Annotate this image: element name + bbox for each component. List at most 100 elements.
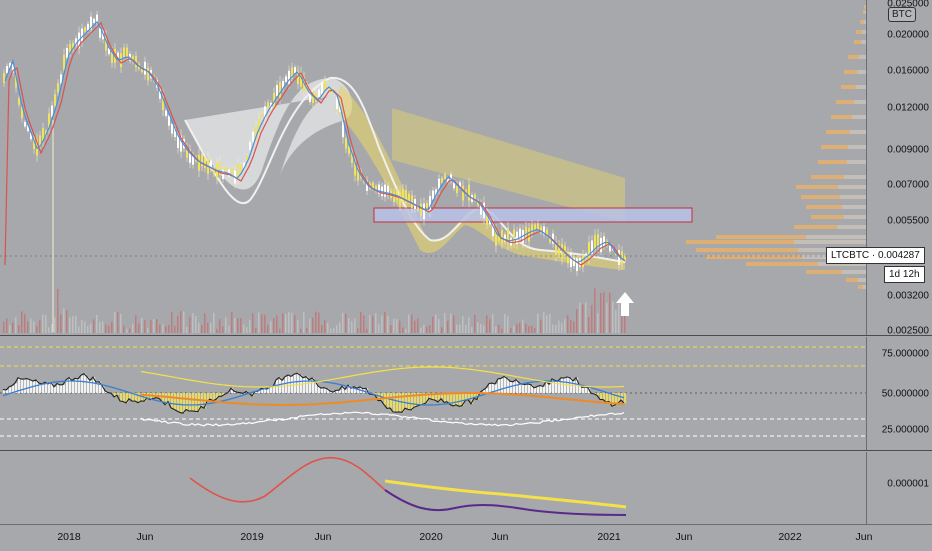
candle-body — [204, 158, 206, 168]
candle-body — [276, 85, 278, 96]
volume-bar — [315, 312, 317, 333]
volume-bar — [348, 318, 350, 333]
candle-body — [252, 132, 254, 142]
candle-body — [81, 29, 83, 42]
osc-hist-bar — [600, 393, 602, 399]
volume-bar — [387, 316, 389, 333]
volume-bar — [171, 312, 173, 333]
symbol-price-tag: LTCBTC · 0.004287 — [826, 247, 925, 264]
volume-bar — [123, 326, 125, 333]
volume-bar — [216, 329, 218, 333]
volume-bar — [279, 329, 281, 333]
volume-bar — [165, 326, 167, 333]
volume-bar — [72, 316, 74, 333]
volume-bar — [75, 316, 77, 333]
price-axis-label: 0.009000 — [887, 145, 929, 156]
osc-hist-bar — [21, 379, 23, 393]
volume-bar — [267, 325, 269, 333]
volume-bar — [522, 320, 524, 333]
volume-bar — [258, 312, 260, 333]
volume-bar — [417, 318, 419, 333]
price-chart-canvas[interactable] — [0, 0, 866, 335]
price-axis-label: 0.012000 — [887, 103, 929, 114]
bar-countdown: 1d 12h — [884, 266, 925, 283]
volume-profile-bar-inner — [806, 235, 866, 239]
candle-body — [384, 185, 386, 197]
volume-bar — [108, 326, 110, 333]
volume-bar — [243, 324, 245, 333]
osc-hist-bar — [555, 380, 557, 393]
volume-bar — [342, 313, 344, 333]
volume-bar — [435, 315, 437, 333]
volume-bar — [543, 312, 545, 333]
volume-bar — [189, 317, 191, 333]
volume-profile-bar-inner — [844, 215, 866, 219]
candle-body — [99, 28, 101, 37]
volume-bar — [81, 320, 83, 333]
volume-profile-bar-inner — [848, 145, 866, 149]
volume-bar — [99, 322, 101, 333]
candle-body — [198, 155, 200, 171]
osc-axis-label: 25.000000 — [882, 425, 929, 436]
osc-hist-bar — [81, 375, 83, 393]
volume-bar — [579, 302, 581, 333]
volume-bar — [333, 328, 335, 333]
volume-bar — [330, 329, 332, 333]
sub-axis-label: 0.000001 — [887, 479, 929, 490]
volume-bar — [432, 317, 434, 333]
volume-bar — [603, 292, 605, 333]
osc-hist-bar — [120, 393, 122, 401]
volume-bar — [318, 313, 320, 333]
volume-bar — [567, 315, 569, 333]
time-axis-label: 2022 — [778, 531, 801, 543]
osc-hist-bar — [549, 384, 551, 393]
oscillator-axis[interactable]: 75.000000 50.000000 25.000000 — [866, 337, 932, 450]
candle-body — [345, 138, 347, 149]
volume-bar — [201, 325, 203, 333]
volume-bar — [504, 314, 506, 333]
volume-bar — [462, 316, 464, 333]
candle-body — [126, 48, 128, 58]
volume-bar — [492, 314, 494, 333]
volume-bar — [57, 289, 59, 333]
volume-bar — [396, 319, 398, 333]
osc-hist-bar — [171, 393, 173, 408]
volume-bar — [363, 315, 365, 333]
volume-bar — [585, 302, 587, 333]
sub-indicator-axis[interactable]: 0.000001 — [866, 452, 932, 524]
volume-profile-bar-inner — [852, 115, 866, 119]
volume-bar — [513, 326, 515, 333]
price-chart-pane[interactable] — [0, 0, 866, 335]
volume-bar — [135, 315, 137, 333]
osc-hist-bar — [273, 387, 275, 393]
price-axis[interactable]: 0.025000 0.020000 0.016000 0.012000 0.00… — [866, 0, 932, 335]
volume-bar — [534, 328, 536, 333]
volume-bar — [510, 328, 512, 333]
sub-indicator-pane[interactable] — [0, 452, 866, 524]
candle-body — [249, 142, 251, 150]
volume-bar — [300, 329, 302, 333]
volume-bar — [519, 323, 521, 333]
price-axis-label: 0.020000 — [887, 30, 929, 41]
volume-profile-bar-inner — [842, 270, 866, 274]
candle-body — [24, 122, 26, 127]
volume-bar — [255, 328, 257, 333]
volume-bar — [468, 317, 470, 333]
osc-hist-bar — [189, 393, 191, 411]
volume-bar — [126, 329, 128, 333]
volume-profile-bar-inner — [837, 225, 866, 229]
volume-bar — [378, 324, 380, 333]
oscillator-pane[interactable] — [0, 337, 866, 450]
volume-bar — [273, 318, 275, 333]
volume-bar — [321, 325, 323, 333]
oscillator-canvas[interactable] — [0, 337, 866, 450]
volume-bar — [105, 324, 107, 333]
currency-badge[interactable]: BTC — [888, 7, 916, 22]
candle-body — [570, 253, 572, 266]
volume-bar — [213, 313, 215, 333]
volume-bar — [390, 325, 392, 333]
candle-body — [120, 53, 122, 67]
volume-bar — [360, 312, 362, 333]
candle-body — [603, 236, 605, 246]
time-axis[interactable]: 2018 Jun 2019 Jun 2020 Jun 2021 Jun 2022… — [0, 524, 932, 551]
